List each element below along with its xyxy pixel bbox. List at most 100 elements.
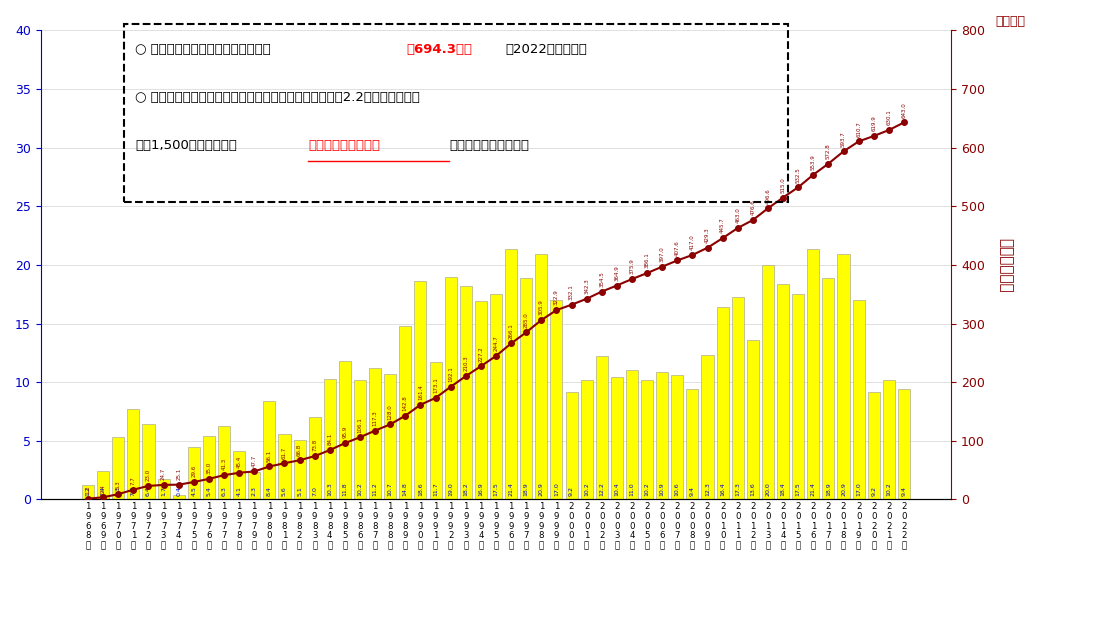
Text: している推計となる。: している推計となる。 [450,139,530,152]
Text: 10.9: 10.9 [659,483,665,496]
Point [850,136,868,146]
Bar [596,356,608,499]
Point [336,438,353,448]
Point [139,481,157,491]
Point [654,261,671,272]
Text: 18.4: 18.4 [781,483,785,496]
Text: 2.4: 2.4 [101,484,105,492]
Text: 386.1: 386.1 [645,253,649,268]
Text: 1.2: 1.2 [86,487,91,496]
Bar [837,254,849,499]
Point [94,492,112,503]
Point [668,256,686,266]
Text: 7.7: 7.7 [131,487,136,496]
Text: 国民の１割超が居住: 国民の１割超が居住 [308,139,381,152]
Point [487,351,505,361]
Text: 12.2: 12.2 [599,483,604,496]
Text: 364.9: 364.9 [614,265,620,281]
Text: 1.7: 1.7 [161,487,166,496]
Text: 10.2: 10.2 [645,483,649,496]
Point [170,480,188,490]
Point [730,223,747,233]
Point [246,466,263,476]
Point [593,286,611,297]
Text: 23.0: 23.0 [146,469,151,482]
Text: 496.6: 496.6 [766,188,770,204]
Text: 73.8: 73.8 [313,439,317,451]
Text: 9.4: 9.4 [690,487,694,496]
Text: 5.4: 5.4 [206,487,212,496]
Text: 8.4: 8.4 [267,487,272,496]
Bar [656,372,668,499]
Point [744,215,761,225]
Bar [324,379,336,499]
Text: 95.9: 95.9 [342,426,348,438]
Point [547,305,565,315]
Bar [308,417,320,499]
Point [366,426,384,436]
Point [864,131,882,141]
Point [563,300,580,310]
Text: 142.8: 142.8 [403,395,408,411]
Text: 5.1: 5.1 [297,487,302,496]
Bar [415,281,427,499]
Text: 161.4: 161.4 [418,385,423,400]
Text: 305.9: 305.9 [539,300,544,315]
Bar [732,297,744,499]
Text: 45.4: 45.4 [237,456,241,468]
Point [472,361,489,371]
Text: 16.4: 16.4 [720,483,725,496]
Text: 11.2: 11.2 [373,483,377,496]
Text: 6.4: 6.4 [146,487,151,496]
Text: 266.1: 266.1 [509,323,513,339]
Text: 128.0: 128.0 [387,404,393,420]
Bar [143,424,155,499]
Text: 10.2: 10.2 [358,483,362,496]
Point [261,462,279,472]
Text: 407.6: 407.6 [675,240,680,256]
Text: 18.6: 18.6 [418,483,423,496]
Text: 10.4: 10.4 [614,483,620,496]
Bar [279,434,291,499]
Bar [98,471,110,499]
Text: 445.7: 445.7 [720,218,725,234]
Text: 10.2: 10.2 [886,483,892,496]
Point [110,489,127,499]
Point [185,477,203,487]
Point [683,250,701,260]
Text: 41.3: 41.3 [222,458,226,471]
Text: 227.2: 227.2 [478,346,484,361]
Bar [520,278,532,499]
Text: 5.6: 5.6 [282,487,287,496]
Text: 66.8: 66.8 [297,443,302,456]
Point [608,281,625,291]
Bar [233,451,246,499]
Text: 17.5: 17.5 [795,483,801,496]
Bar [671,375,683,499]
Text: 11.8: 11.8 [342,483,348,496]
Text: 2.3: 2.3 [251,487,257,496]
Text: 285.0: 285.0 [523,312,529,327]
Text: 4.1: 4.1 [237,487,241,496]
Bar [883,380,895,499]
Text: 約694.3万戸: 約694.3万戸 [406,43,472,56]
Bar [475,301,487,499]
Text: 10.7: 10.7 [387,483,393,496]
Text: 117.3: 117.3 [373,410,377,426]
Text: 13.6: 13.6 [750,483,756,496]
Text: 20.9: 20.9 [841,483,846,496]
Text: 397.0: 397.0 [659,247,665,262]
Bar [868,392,880,499]
Bar [339,361,351,499]
Text: ○ 現在のマンションストック総数は: ○ 現在のマンションストック総数は [135,43,271,56]
Bar [444,277,456,499]
Text: 476.6: 476.6 [750,200,756,215]
Point [502,338,520,349]
Text: 244.7: 244.7 [494,336,498,351]
Text: 11.7: 11.7 [433,483,438,496]
Text: ○ これに令和２年国勢調査による１世帯あたり平均人員2.2人をかけると、: ○ これに令和２年国勢調査による１世帯あたり平均人員2.2人をかけると、 [135,91,420,104]
Text: 35.0: 35.0 [206,462,212,474]
Point [351,432,369,442]
Point [895,117,913,128]
Bar [203,436,215,499]
